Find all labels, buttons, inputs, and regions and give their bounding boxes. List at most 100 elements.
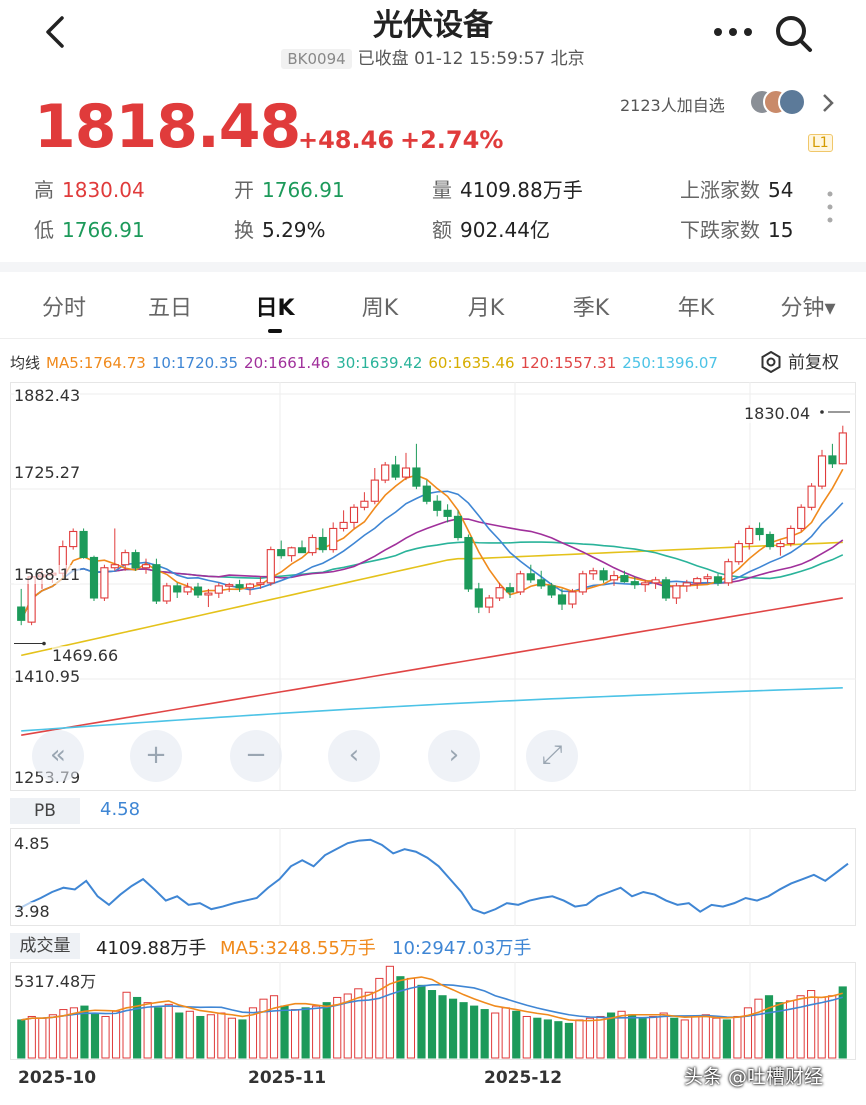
volume-bar-up — [491, 1012, 500, 1059]
volume-bar-down — [438, 995, 447, 1059]
candle-up — [516, 573, 525, 593]
candle-up — [641, 582, 650, 586]
candle-up — [734, 543, 743, 563]
more-options-icon[interactable] — [712, 18, 754, 46]
candle-down — [526, 573, 535, 581]
candle-down — [193, 586, 203, 596]
volume-bar-up — [291, 1009, 300, 1059]
volume-ma10: 10:2947.03万手 — [392, 938, 532, 959]
tab-daily-k[interactable]: 日K — [255, 296, 295, 321]
x-tick-label: 2025-10 — [18, 1068, 97, 1088]
volume-bar-down — [670, 1017, 679, 1059]
tab-yearly-k[interactable]: 年K — [677, 296, 715, 321]
x-tick-label: 2025-12 — [484, 1068, 563, 1088]
sector-code: BK0094 — [281, 49, 352, 69]
candle-up — [703, 576, 712, 580]
volume-bar-down — [543, 1019, 552, 1059]
volume-bar-down — [470, 1005, 479, 1059]
candle-up — [724, 561, 733, 584]
volume-bar-down — [533, 1017, 542, 1059]
volume-bar-down — [196, 1015, 205, 1059]
zoom-in-button[interactable]: + — [130, 730, 182, 782]
period-tabs: 分时 五日 日K 周K 月K 季K 年K 分钟▾ — [0, 276, 866, 339]
ma5-line — [20, 468, 844, 621]
page-title: 光伏设备 — [373, 8, 493, 43]
y-tick-label: 1410.95 — [14, 667, 81, 686]
zoom-out-button[interactable]: − — [230, 730, 282, 782]
pb-indicator-tag[interactable]: PB — [10, 798, 80, 824]
ma120-value: 120:1557.31 — [520, 354, 617, 372]
candle-up — [807, 485, 816, 508]
candle-down — [713, 576, 723, 584]
volume-bar-up — [406, 977, 416, 1059]
candle-up — [141, 564, 151, 569]
low-marker-label: 1469.66 — [52, 646, 119, 665]
candle-down — [173, 585, 182, 593]
tab-quarterly-k[interactable]: 季K — [572, 296, 610, 321]
candle-down — [765, 533, 775, 548]
candle-up — [183, 586, 192, 593]
candle-down — [557, 594, 567, 605]
candle-up — [693, 578, 702, 584]
volume-max-label: 5317.48万 — [14, 968, 97, 992]
volume-bar-down — [90, 1012, 100, 1059]
expand-stats-icon[interactable] — [826, 190, 834, 224]
candle-up — [651, 579, 660, 584]
scroll-right-button[interactable]: › — [428, 730, 480, 782]
tab-weekly-k[interactable]: 周K — [361, 296, 399, 321]
ma20-line — [20, 518, 844, 621]
ma60-value: 60:1635.46 — [428, 354, 515, 372]
volume-bar-down — [838, 986, 847, 1059]
candle-down — [235, 584, 244, 589]
stat-amount: 额 902.44亿 — [432, 218, 550, 242]
adjust-mode-button[interactable]: 前复权 — [760, 348, 839, 374]
volume-bar-down — [606, 1012, 616, 1059]
scroll-left-button[interactable]: ‹ — [328, 730, 380, 782]
volume-bar-up — [312, 1005, 321, 1059]
volume-bar-up — [375, 977, 384, 1059]
volume-bar-up — [227, 1017, 236, 1059]
section-divider — [0, 262, 866, 272]
tab-minute[interactable]: 分钟▾ — [780, 296, 836, 321]
candle-up — [339, 521, 348, 530]
fullscreen-button[interactable]: ⤢ — [526, 730, 578, 782]
ma120-line — [21, 597, 843, 736]
candle-up — [776, 543, 785, 548]
candle-up — [256, 582, 265, 585]
tab-intraday[interactable]: 分时 — [41, 296, 87, 321]
tab-five-day[interactable]: 五日 — [147, 296, 193, 321]
high-marker-dot — [820, 410, 824, 414]
volume-bar-up — [743, 1007, 753, 1059]
chevron-right-icon[interactable] — [820, 92, 836, 114]
volume-bar-up — [585, 1017, 595, 1059]
volume-bar-down — [512, 1010, 521, 1059]
volume-bar-up — [269, 995, 279, 1059]
volume-bar-chart — [10, 962, 856, 1060]
stat-low: 低 1766.91 — [34, 218, 145, 242]
candle-down — [505, 587, 515, 593]
watchers-count[interactable]: 2123人加自选 — [620, 96, 725, 115]
candle-down — [89, 556, 99, 599]
volume-ma10-line — [21, 983, 843, 1021]
back-arrow-icon[interactable] — [38, 12, 78, 52]
tab-monthly-k[interactable]: 月K — [467, 296, 505, 321]
candle-up — [838, 432, 847, 465]
volume-ma5: MA5:3248.55万手 — [220, 938, 376, 959]
volume-bar-up — [185, 1010, 194, 1059]
volume-bar-down — [301, 1007, 310, 1059]
pb-current-value: 4.58 — [100, 799, 141, 820]
candle-down — [297, 547, 307, 554]
level-badge: L1 — [808, 134, 833, 152]
candle-up — [121, 552, 130, 566]
volume-value: 4109.88万手 — [96, 938, 207, 959]
volume-bar-up — [217, 1012, 226, 1059]
watcher-avatars[interactable] — [748, 86, 812, 118]
candle-up — [609, 575, 619, 581]
search-icon[interactable] — [772, 12, 816, 56]
scroll-to-start-button[interactable]: « — [32, 730, 84, 782]
low-marker-dot — [42, 641, 46, 646]
volume-indicator-tag[interactable]: 成交量 — [10, 933, 80, 959]
candlestick-chart[interactable] — [10, 382, 856, 792]
volume-bar-up — [575, 1019, 584, 1059]
volume-bar-up — [364, 991, 373, 1059]
